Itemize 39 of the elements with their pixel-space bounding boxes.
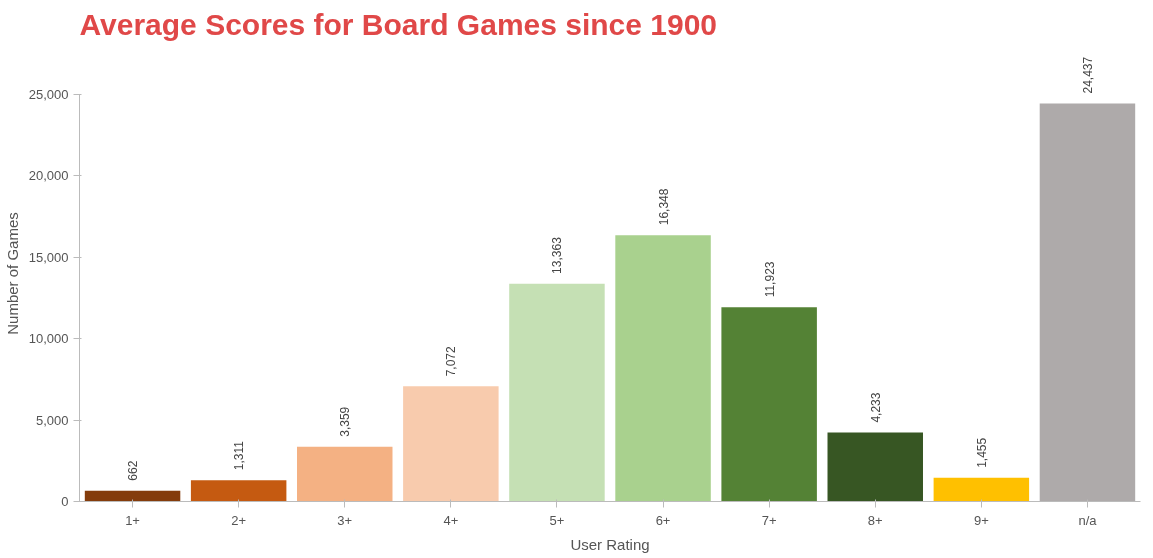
data-label: 4,233 — [868, 392, 883, 423]
data-label: 7,072 — [444, 345, 459, 377]
bar — [721, 307, 817, 502]
bar — [297, 446, 393, 502]
bar — [403, 386, 499, 502]
data-label: 13,363 — [550, 236, 565, 274]
data-label: 24,437 — [1080, 56, 1095, 94]
x-tick-label: 9+ — [973, 512, 989, 528]
data-label: 1,455 — [974, 437, 989, 468]
data-label: 3,359 — [338, 406, 353, 437]
x-tick-label: 7+ — [761, 512, 777, 528]
bar — [190, 480, 287, 502]
x-tick-label: 2+ — [231, 512, 247, 528]
x-tick-label: 8+ — [867, 512, 883, 528]
data-label: 16,348 — [656, 188, 671, 226]
chart-title: Average Scores for Board Games since 1900 — [79, 7, 718, 41]
y-tick-label: 25,000 — [28, 86, 69, 102]
y-tick-label: 10,000 — [28, 331, 69, 347]
bar — [1039, 103, 1136, 502]
x-tick-label: 6+ — [655, 512, 671, 528]
bar — [827, 432, 923, 502]
data-label: 662 — [126, 460, 141, 481]
x-tick-label: 1+ — [125, 512, 140, 528]
y-tick-label: 15,000 — [28, 249, 69, 265]
bar — [933, 477, 1030, 502]
y-axis-title: Number of Games — [3, 212, 21, 335]
x-tick-label: 3+ — [337, 512, 353, 528]
bar — [509, 283, 605, 502]
x-tick-label: 5+ — [549, 512, 565, 528]
x-axis-title: User Rating — [570, 535, 650, 553]
x-tick-label: 4+ — [443, 512, 459, 528]
bar — [615, 235, 711, 502]
data-label: 11,923 — [762, 261, 777, 298]
bar — [84, 490, 181, 502]
y-tick-label: 0 — [61, 494, 69, 509]
y-tick-label: 20,000 — [28, 168, 69, 184]
y-tick-label: 5,000 — [35, 412, 69, 428]
data-label: 1,311 — [232, 440, 247, 471]
x-tick-label: n/a — [1078, 512, 1098, 528]
